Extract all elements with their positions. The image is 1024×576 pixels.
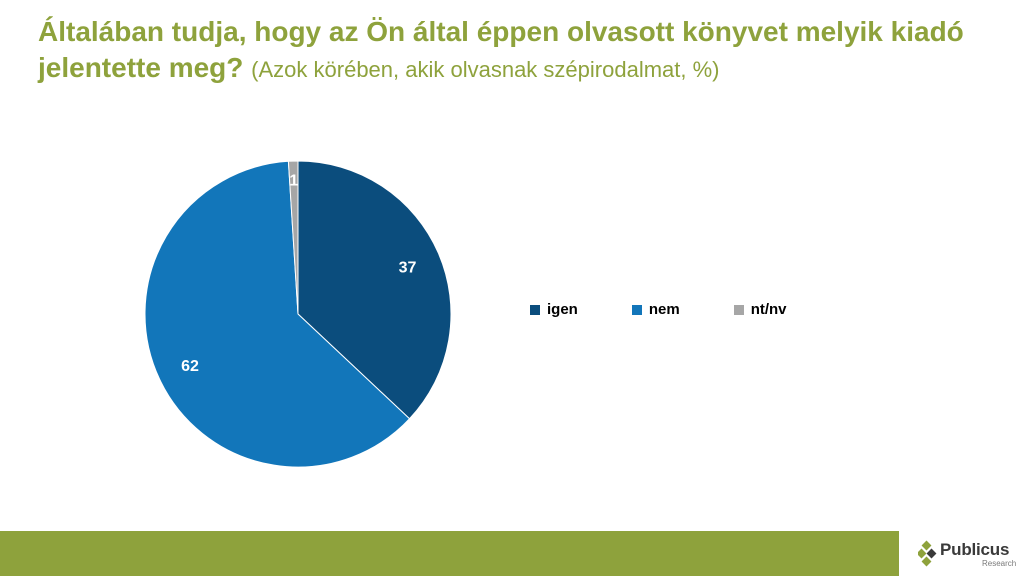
title-subtitle: (Azok körében, akik olvasnak szépirodalm… bbox=[251, 57, 720, 82]
publicus-logo-icon bbox=[918, 540, 937, 567]
legend-item-igen: igen bbox=[530, 301, 578, 318]
pie-slice-nt-nv bbox=[287, 160, 299, 315]
logo-name: Publicus bbox=[940, 540, 1010, 559]
legend-label: igen bbox=[547, 301, 578, 318]
publicus-logo: Publicus Research bbox=[918, 540, 1022, 570]
legend-swatch bbox=[733, 304, 744, 315]
logo-sub: Research bbox=[982, 559, 1017, 568]
legend-item-nem: nem bbox=[631, 301, 680, 318]
title-main: Általában tudja, hogy az Ön által éppen … bbox=[38, 16, 964, 83]
legend-swatch bbox=[631, 304, 642, 315]
legend-item-nt-nv: nt/nv bbox=[733, 301, 787, 318]
chart-legend: igen nem nt/nv bbox=[530, 301, 841, 318]
page-title: Általában tudja, hogy az Ön által éppen … bbox=[38, 14, 998, 88]
data-label-igen: 37 bbox=[399, 260, 417, 277]
legend-label: nt/nv bbox=[750, 301, 787, 318]
footer-bar bbox=[0, 531, 899, 576]
pie-slice-igen bbox=[297, 160, 452, 420]
data-label-nt-nv: 1 bbox=[289, 172, 298, 189]
pie-slice-nem bbox=[144, 160, 411, 468]
data-label-nem: 62 bbox=[181, 358, 199, 375]
legend-label: nem bbox=[648, 301, 680, 318]
legend-swatch bbox=[530, 304, 540, 315]
